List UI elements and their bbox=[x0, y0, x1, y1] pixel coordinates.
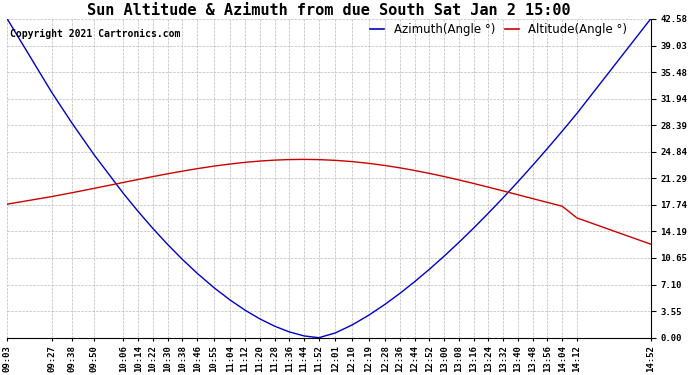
Title: Sun Altitude & Azimuth from due South Sat Jan 2 15:00: Sun Altitude & Azimuth from due South Sa… bbox=[87, 3, 571, 18]
Text: Copyright 2021 Cartronics.com: Copyright 2021 Cartronics.com bbox=[10, 28, 181, 39]
Legend: Azimuth(Angle °), Altitude(Angle °): Azimuth(Angle °), Altitude(Angle °) bbox=[366, 18, 632, 41]
